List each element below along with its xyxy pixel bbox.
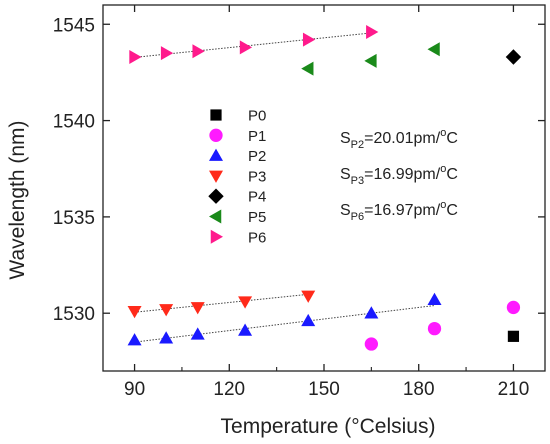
y-tick-label: 1540 <box>53 112 95 133</box>
legend-marker-p3 <box>209 170 223 183</box>
y-tick-label: 1545 <box>53 15 95 36</box>
fit-lines <box>134 32 435 343</box>
legend-marker-p0 <box>210 109 222 121</box>
data-markers <box>127 24 522 351</box>
point-p1 <box>506 300 521 315</box>
point-p6 <box>302 32 316 47</box>
legend-marker-p5 <box>209 209 222 224</box>
point-p5 <box>427 42 440 57</box>
y-tick-label: 1530 <box>53 304 95 325</box>
legend-marker-p1 <box>209 128 223 142</box>
point-p3 <box>301 290 316 303</box>
axes: 90 120 150 180 210 1530 1535 1540 1545 <box>53 4 546 400</box>
point-p3 <box>159 304 174 317</box>
x-tick-label: 120 <box>213 379 245 400</box>
legend-label-p3: P3 <box>248 168 266 185</box>
sensitivity-annotation: SP3=16.99pm/oC <box>340 163 458 187</box>
x-tick-label: 90 <box>124 379 145 400</box>
point-p2 <box>238 323 253 336</box>
point-p3 <box>127 306 142 319</box>
point-p2 <box>364 306 379 319</box>
fit-line-p2 <box>134 305 435 343</box>
point-p2 <box>190 327 205 340</box>
point-p5 <box>364 53 377 68</box>
point-p2 <box>301 313 316 327</box>
legend-label-p6: P6 <box>248 229 266 246</box>
point-p3 <box>238 296 253 309</box>
point-p2 <box>127 333 142 346</box>
legend-label-p0: P0 <box>248 108 266 125</box>
x-axis-title: Temperature (°Celsius) <box>221 415 436 438</box>
point-p0 <box>507 330 520 342</box>
point-p6 <box>160 46 174 61</box>
point-p1 <box>427 321 442 336</box>
x-tick-label: 180 <box>403 379 435 400</box>
fit-line-p3 <box>134 293 309 313</box>
sensitivity-annotation: SP2=20.01pm/oC <box>340 127 458 151</box>
point-p2 <box>159 331 174 344</box>
legend-label-p1: P1 <box>248 128 266 145</box>
legend-label-p5: P5 <box>248 209 266 226</box>
sensitivity-annotation: SP6=16.97pm/oC <box>340 199 458 223</box>
y-tick-label: 1535 <box>53 208 95 229</box>
x-tick-label: 150 <box>308 379 340 400</box>
legend-label-p4: P4 <box>248 189 266 206</box>
point-p6 <box>239 40 253 55</box>
point-p2 <box>427 292 442 305</box>
point-p3 <box>190 302 205 315</box>
point-p6 <box>366 24 379 39</box>
point-p1 <box>364 337 379 351</box>
legend: P0 P1 P2 P3 P4 P5 P6 <box>208 108 266 246</box>
point-p5 <box>301 61 314 76</box>
x-tick-label: 210 <box>498 379 530 400</box>
fit-line-p6 <box>134 32 372 58</box>
y-axis-title: Wavelength (nm) <box>6 120 29 279</box>
legend-marker-p6 <box>210 229 223 244</box>
plot-frame <box>102 4 546 372</box>
point-p6 <box>192 44 205 59</box>
legend-marker-p2 <box>209 148 223 161</box>
point-p6 <box>129 50 142 65</box>
legend-marker-p4 <box>208 188 224 204</box>
point-p4 <box>505 49 522 65</box>
sensitivity-annotations: SP2=20.01pm/oC SP3=16.99pm/oC SP6=16.97pm/… <box>340 127 458 223</box>
legend-label-p2: P2 <box>248 148 266 165</box>
